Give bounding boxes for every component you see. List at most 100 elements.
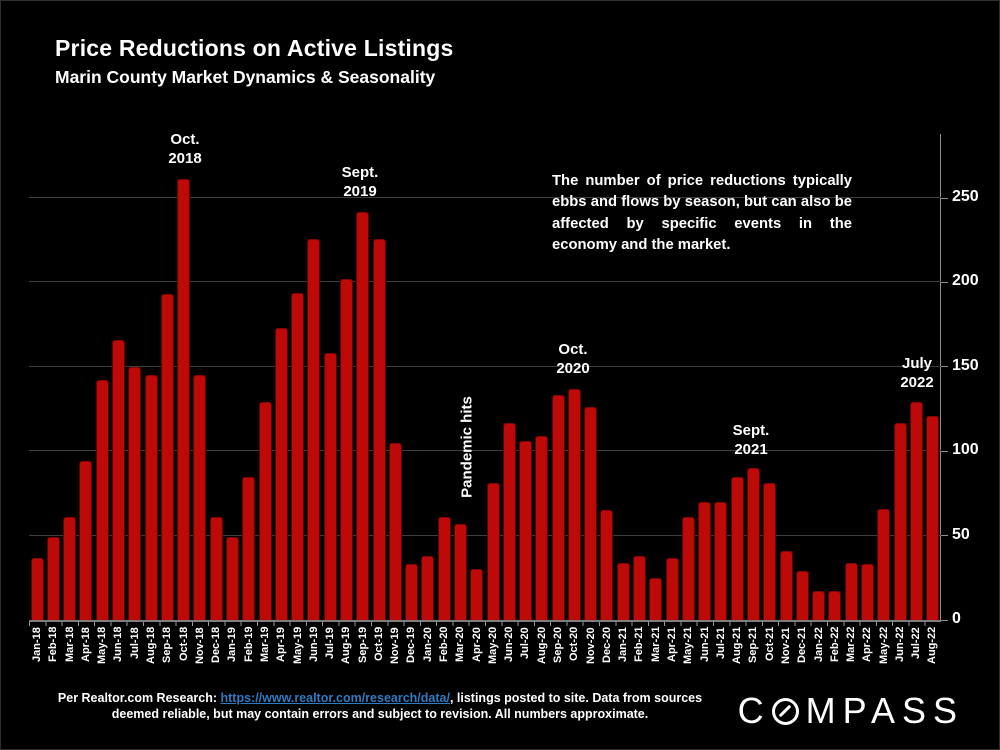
x-tick-label-Jul-22: Jul-22	[910, 627, 923, 659]
bar-Apr-22	[860, 564, 874, 620]
bar-slot	[778, 128, 794, 620]
x-tick-label-Jan-21: Jan-21	[617, 627, 630, 662]
gridline-250	[29, 197, 941, 198]
x-tick-label-Oct-18: Oct-18	[177, 627, 190, 662]
bar-Jun-20	[502, 423, 516, 620]
bar-slot	[827, 128, 843, 620]
x-tick-label-Aug-20: Aug-20	[535, 627, 548, 665]
bar-Jun-18	[112, 340, 126, 620]
y-axis-tick-250	[941, 197, 948, 199]
footer-link[interactable]: https://www.realtor.com/research/data/	[220, 691, 450, 705]
x-tick-label-Jan-20: Jan-20	[421, 627, 434, 662]
bar-Mar-18	[63, 517, 77, 620]
x-tick-label-Dec-21: Dec-21	[796, 627, 809, 664]
bar-slot	[159, 128, 175, 620]
bar-slot	[745, 128, 761, 620]
bar-slot	[290, 128, 306, 620]
bar-slot	[859, 128, 875, 620]
x-tick-label-Jul-20: Jul-20	[519, 627, 532, 659]
bar-Oct-19	[372, 239, 386, 620]
x-tick-label-Apr-20: Apr-20	[470, 627, 483, 662]
x-tick-label-Feb-21: Feb-21	[633, 627, 646, 663]
x-tick-label-Apr-22: Apr-22	[861, 627, 874, 662]
bar-slot	[631, 128, 647, 620]
footer-suffix: , listings posted to site. Data from sou…	[111, 691, 703, 721]
bar-Feb-21	[633, 556, 647, 620]
bar-slot	[420, 128, 436, 620]
x-tick-label-Jul-19: Jul-19	[324, 627, 337, 659]
bar-Nov-21	[779, 551, 793, 620]
x-tick-label-Feb-18: Feb-18	[47, 627, 60, 663]
x-tick-label-Oct-21: Oct-21	[763, 627, 776, 662]
bar-Jan-21	[616, 563, 630, 620]
x-tick-label-Oct-19: Oct-19	[372, 627, 385, 662]
x-tick-label-Jun-19: Jun-19	[307, 627, 320, 663]
y-axis-line	[940, 134, 941, 620]
bar-slot	[208, 128, 224, 620]
x-tick-label-Sep-18: Sep-18	[161, 627, 174, 664]
logo-letters-mpass: MPASS	[805, 690, 964, 731]
bar-Aug-22	[926, 416, 940, 620]
bar-slot	[273, 128, 289, 620]
x-tick-label-Jun-21: Jun-21	[698, 627, 711, 663]
bar-slot	[550, 128, 566, 620]
x-tick-label-Nov-20: Nov-20	[584, 627, 597, 664]
x-tick-label-Feb-22: Feb-22	[828, 627, 841, 663]
bar-slot	[566, 128, 582, 620]
x-tick-label-Jun-18: Jun-18	[112, 627, 125, 663]
bar-slot	[257, 128, 273, 620]
x-tick-label-Mar-21: Mar-21	[649, 627, 662, 663]
x-tick-label-Sep-21: Sep-21	[747, 627, 760, 664]
x-tick-label-Mar-18: Mar-18	[63, 627, 76, 663]
x-tick-label-May-21: May-21	[682, 627, 695, 665]
bar-Oct-20	[567, 389, 581, 620]
bar-Dec-20	[600, 510, 614, 620]
footer: Per Realtor.com Research: https://www.re…	[50, 690, 710, 722]
x-tick-label-Mar-22: Mar-22	[845, 627, 858, 663]
bar-May-19	[291, 293, 305, 620]
bar-slot	[387, 128, 403, 620]
x-tick-label-May-20: May-20	[486, 627, 499, 665]
x-tick-label-Sep-19: Sep-19	[356, 627, 369, 664]
bar-Mar-19	[258, 402, 272, 620]
footer-prefix: Per Realtor.com Research:	[57, 691, 221, 705]
bar-slot	[127, 128, 143, 620]
bar-Jul-18	[128, 367, 142, 620]
bar-slot	[143, 128, 159, 620]
bar-slot	[501, 128, 517, 620]
gridline-100	[29, 450, 941, 452]
x-tick-label-Nov-21: Nov-21	[779, 627, 792, 664]
bar-Jul-22	[909, 402, 923, 620]
bar-Feb-20	[437, 517, 451, 620]
bar-slot	[892, 128, 908, 620]
bar-Jan-19	[226, 537, 240, 620]
compass-logo: C MPASS	[738, 690, 964, 732]
bar-May-20	[486, 483, 500, 620]
y-tick-label-50: 50	[952, 525, 970, 543]
y-tick-label-250: 250	[952, 188, 979, 205]
bar-slot	[876, 128, 892, 620]
bar-slot	[615, 128, 631, 620]
bar-Sep-18	[160, 294, 174, 620]
bar-Sep-19	[356, 212, 370, 620]
bar-slot	[583, 128, 599, 620]
bar-slot	[517, 128, 533, 620]
bar-Dec-19	[405, 564, 419, 620]
bar-slot	[224, 128, 240, 620]
bar-slot	[62, 128, 78, 620]
y-axis-tick-0	[941, 619, 948, 621]
bar-slot	[697, 128, 713, 620]
annotation-oct-2018: Oct. 2018	[168, 131, 202, 167]
x-tick-label-Aug-22: Aug-22	[926, 627, 939, 665]
x-tick-label-Jun-20: Jun-20	[503, 627, 516, 663]
bar-slot	[306, 128, 322, 620]
x-tick-label-Aug-18: Aug-18	[144, 627, 157, 665]
x-tick-label-May-19: May-19	[291, 627, 304, 665]
bar-slot	[371, 128, 387, 620]
x-tick-label-Mar-19: Mar-19	[258, 627, 271, 663]
bar-slot	[403, 128, 419, 620]
bar-Jul-20	[519, 441, 533, 620]
chart-note: The number of price reductions typically…	[552, 173, 852, 254]
x-tick-label-Oct-20: Oct-20	[568, 627, 581, 662]
